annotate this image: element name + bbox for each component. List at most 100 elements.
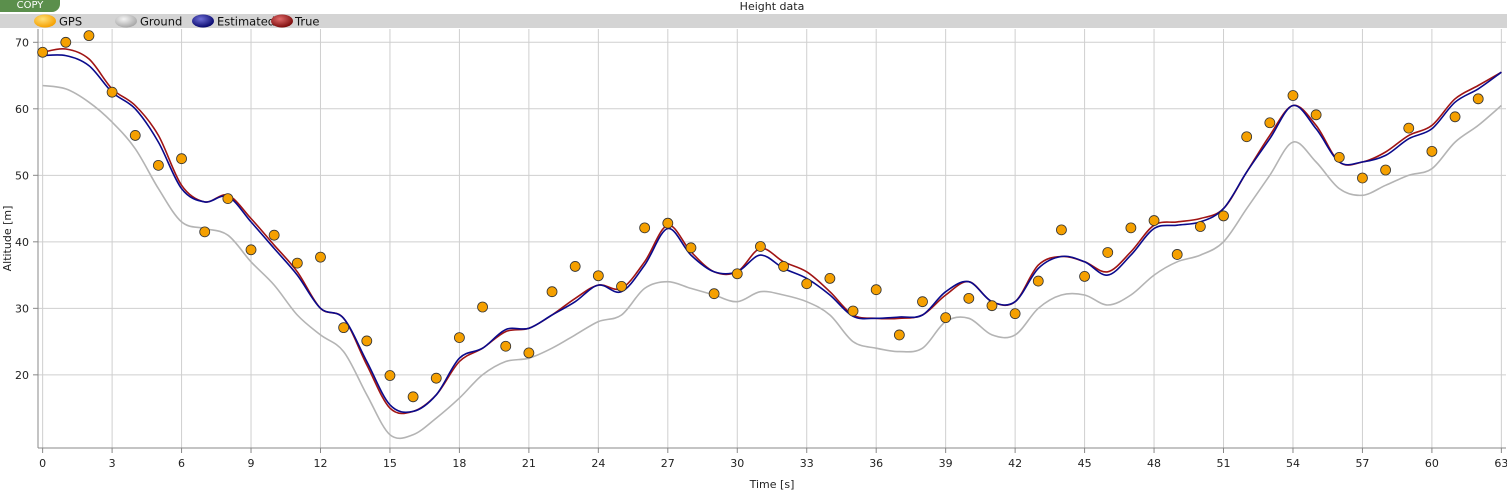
x-tick-label: 30 bbox=[730, 457, 744, 470]
series-line-true bbox=[42, 47, 1502, 415]
x-tick-label: 18 bbox=[452, 457, 466, 470]
x-tick-label: 6 bbox=[178, 457, 185, 470]
gps-point bbox=[963, 292, 975, 304]
gps-point bbox=[1426, 145, 1438, 157]
x-tick-label: 15 bbox=[383, 457, 397, 470]
gps-point bbox=[1148, 215, 1160, 226]
legend-marker-estimated bbox=[192, 14, 214, 28]
gps-point bbox=[1125, 222, 1137, 234]
gps-point bbox=[592, 270, 604, 282]
x-tick-label: 60 bbox=[1425, 457, 1439, 470]
y-axis-label: Altitude [m] bbox=[1, 206, 14, 272]
legend-marker-ground bbox=[115, 14, 137, 28]
gps-point bbox=[940, 312, 952, 324]
x-tick-label: 42 bbox=[1008, 457, 1022, 470]
gps-point bbox=[153, 159, 164, 171]
x-tick-label: 48 bbox=[1147, 457, 1161, 470]
gps-point bbox=[755, 241, 766, 252]
gps-point bbox=[1472, 93, 1484, 105]
gps-point bbox=[639, 222, 651, 234]
gps-point bbox=[917, 296, 928, 308]
gps-point bbox=[268, 229, 280, 241]
gps-point bbox=[1403, 122, 1415, 134]
legend-label-estimated: Estimated bbox=[217, 15, 275, 29]
y-tick-label: 70 bbox=[15, 36, 29, 49]
y-tick-label: 40 bbox=[15, 236, 29, 249]
gps-point bbox=[847, 305, 859, 317]
y-tick-label: 20 bbox=[15, 369, 29, 382]
gps-point bbox=[361, 335, 373, 347]
gps-point bbox=[60, 36, 72, 48]
gps-point bbox=[1218, 210, 1229, 222]
gps-point bbox=[1079, 271, 1090, 282]
gps-point bbox=[407, 391, 419, 403]
legend-marker-true bbox=[271, 14, 293, 28]
gps-point bbox=[1310, 109, 1322, 121]
x-tick-label: 24 bbox=[591, 457, 605, 470]
x-tick-label: 3 bbox=[109, 457, 116, 470]
gps-point bbox=[245, 244, 257, 256]
gps-point bbox=[1333, 151, 1345, 163]
gps-point bbox=[1241, 131, 1253, 143]
x-tick-label: 63 bbox=[1494, 457, 1507, 470]
legend-label-ground: Ground bbox=[140, 15, 182, 29]
gps-point bbox=[291, 257, 303, 269]
series-line-estimated bbox=[42, 54, 1502, 414]
gps-point bbox=[870, 284, 882, 296]
gps-point bbox=[37, 46, 49, 58]
x-tick-label: 33 bbox=[800, 457, 814, 470]
gps-point bbox=[986, 300, 998, 312]
gps-point bbox=[1357, 172, 1368, 184]
x-tick-label: 12 bbox=[313, 457, 327, 470]
x-tick-label: 21 bbox=[522, 457, 536, 470]
gps-point bbox=[1194, 221, 1206, 232]
y-tick-label: 60 bbox=[15, 103, 29, 116]
legend-label-gps: GPS bbox=[59, 15, 82, 29]
legend-bar bbox=[0, 14, 1507, 28]
gps-point bbox=[1056, 224, 1067, 236]
gps-point bbox=[384, 370, 396, 381]
x-tick-label: 45 bbox=[1078, 457, 1092, 470]
gps-point bbox=[1009, 308, 1021, 320]
x-tick-label: 57 bbox=[1355, 457, 1369, 470]
legend-label-true: True bbox=[294, 15, 319, 29]
gps-point bbox=[662, 217, 674, 229]
gps-point bbox=[546, 286, 558, 298]
gps-point bbox=[1287, 90, 1299, 101]
gps-point bbox=[569, 261, 581, 272]
gps-point bbox=[430, 372, 442, 384]
x-tick-label: 9 bbox=[248, 457, 255, 470]
gps-point bbox=[83, 30, 95, 42]
x-tick-label: 54 bbox=[1286, 457, 1300, 470]
gps-point bbox=[1449, 111, 1461, 123]
gps-point bbox=[523, 347, 535, 359]
x-tick-label: 0 bbox=[39, 457, 46, 470]
gps-point bbox=[1264, 117, 1276, 129]
gps-point bbox=[778, 261, 789, 272]
gps-point bbox=[500, 340, 512, 352]
x-tick-label: 36 bbox=[869, 457, 883, 470]
legend-marker-gps bbox=[34, 14, 56, 28]
y-tick-label: 30 bbox=[15, 302, 29, 315]
gps-point bbox=[338, 322, 350, 334]
gps-point bbox=[731, 268, 743, 280]
gps-point bbox=[708, 288, 720, 300]
chart-title: Height data bbox=[740, 0, 805, 13]
x-axis-label: Time [s] bbox=[749, 478, 795, 491]
gps-point bbox=[477, 301, 488, 313]
gps-point bbox=[454, 332, 465, 343]
gps-point bbox=[893, 329, 905, 341]
gps-point bbox=[199, 226, 211, 238]
gps-point bbox=[106, 86, 118, 98]
x-tick-label: 39 bbox=[939, 457, 953, 470]
gps-point bbox=[801, 278, 813, 290]
gps-point bbox=[1380, 164, 1391, 176]
gps-point bbox=[1102, 247, 1114, 258]
gps-point bbox=[222, 193, 234, 204]
gps-point bbox=[616, 280, 627, 292]
gps-point bbox=[685, 242, 697, 254]
y-tick-label: 50 bbox=[15, 169, 29, 182]
copy-button[interactable]: COPY bbox=[0, 0, 60, 12]
x-tick-label: 27 bbox=[661, 457, 675, 470]
